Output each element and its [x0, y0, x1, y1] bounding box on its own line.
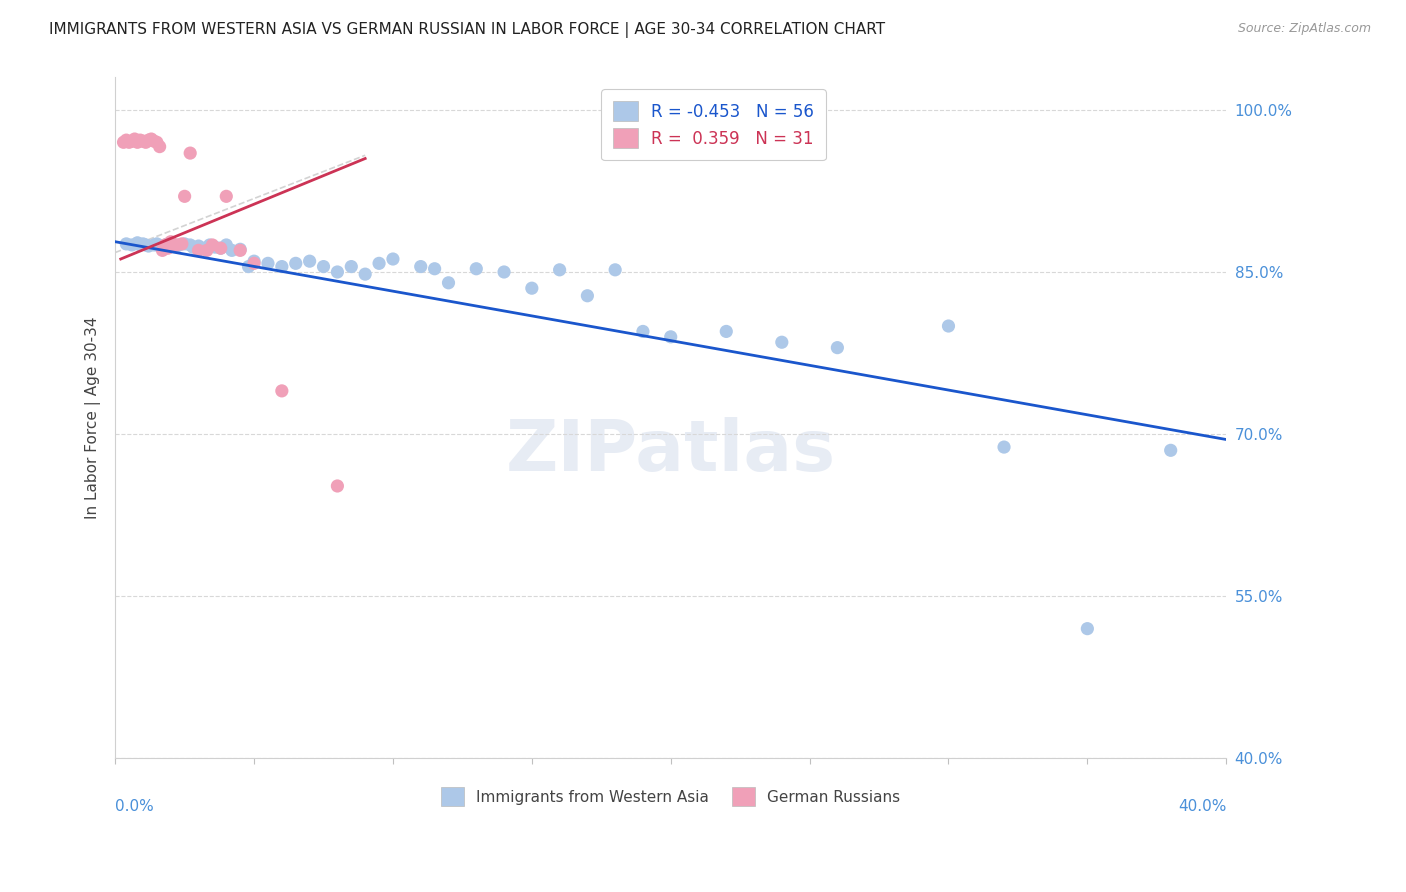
- Point: [156, 241, 179, 255]
- Text: IMMIGRANTS FROM WESTERN ASIA VS GERMAN RUSSIAN IN LABOR FORCE | AGE 30-34 CORREL: IMMIGRANTS FROM WESTERN ASIA VS GERMAN R…: [49, 22, 886, 38]
- Point: [153, 238, 176, 252]
- Point: [179, 146, 201, 161]
- Point: [179, 238, 201, 252]
- Legend: Immigrants from Western Asia, German Russians: Immigrants from Western Asia, German Rus…: [434, 781, 907, 812]
- Point: [170, 236, 193, 251]
- Point: [548, 262, 571, 277]
- Point: [284, 256, 307, 270]
- Point: [243, 256, 266, 270]
- Point: [187, 239, 209, 253]
- Point: [354, 267, 377, 281]
- Point: [381, 252, 404, 266]
- Point: [124, 132, 146, 146]
- Point: [121, 134, 143, 148]
- Point: [132, 236, 155, 251]
- Point: [135, 136, 157, 150]
- Point: [146, 136, 169, 150]
- Point: [340, 260, 363, 274]
- Point: [243, 254, 266, 268]
- Point: [312, 260, 335, 274]
- Point: [270, 260, 292, 274]
- Point: [143, 238, 166, 252]
- Point: [129, 238, 152, 252]
- Point: [770, 335, 793, 350]
- Point: [520, 281, 543, 295]
- Point: [1160, 443, 1182, 458]
- Point: [229, 244, 252, 258]
- Point: [1076, 622, 1098, 636]
- Point: [173, 236, 195, 251]
- Point: [132, 134, 155, 148]
- Point: [298, 254, 321, 268]
- Point: [494, 265, 516, 279]
- Point: [368, 256, 391, 270]
- Point: [165, 239, 187, 253]
- Point: [173, 189, 195, 203]
- Point: [257, 256, 280, 270]
- Point: [326, 479, 349, 493]
- Text: 40.0%: 40.0%: [1178, 799, 1226, 814]
- Point: [149, 239, 172, 253]
- Point: [187, 244, 209, 258]
- Point: [165, 238, 187, 252]
- Point: [118, 136, 141, 150]
- Point: [159, 235, 181, 249]
- Point: [605, 262, 627, 277]
- Point: [209, 241, 232, 255]
- Point: [204, 240, 226, 254]
- Point: [135, 238, 157, 252]
- Point: [238, 260, 260, 274]
- Point: [127, 235, 149, 250]
- Point: [112, 136, 135, 150]
- Y-axis label: In Labor Force | Age 30-34: In Labor Force | Age 30-34: [86, 317, 101, 519]
- Point: [465, 261, 488, 276]
- Point: [409, 260, 432, 274]
- Point: [138, 133, 160, 147]
- Text: 0.0%: 0.0%: [115, 799, 153, 814]
- Point: [423, 261, 446, 276]
- Point: [149, 139, 172, 153]
- Point: [121, 238, 143, 252]
- Point: [152, 244, 174, 258]
- Point: [270, 384, 292, 398]
- Point: [201, 238, 224, 252]
- Point: [576, 289, 599, 303]
- Point: [193, 241, 215, 255]
- Point: [827, 341, 849, 355]
- Text: Source: ZipAtlas.com: Source: ZipAtlas.com: [1237, 22, 1371, 36]
- Point: [221, 244, 243, 258]
- Point: [181, 240, 204, 254]
- Point: [215, 238, 238, 252]
- Point: [167, 238, 190, 252]
- Point: [146, 236, 169, 251]
- Point: [198, 238, 221, 252]
- Point: [229, 242, 252, 256]
- Point: [127, 136, 149, 150]
- Point: [156, 236, 179, 251]
- Point: [631, 325, 654, 339]
- Point: [659, 330, 682, 344]
- Text: ZIPatlas: ZIPatlas: [506, 417, 835, 486]
- Point: [938, 319, 960, 334]
- Point: [115, 133, 138, 147]
- Point: [993, 440, 1015, 454]
- Point: [153, 238, 176, 252]
- Point: [437, 276, 460, 290]
- Point: [195, 244, 218, 258]
- Point: [209, 241, 232, 255]
- Point: [143, 134, 166, 148]
- Point: [115, 236, 138, 251]
- Point: [159, 238, 181, 252]
- Point: [141, 132, 163, 146]
- Point: [716, 325, 738, 339]
- Point: [138, 239, 160, 253]
- Point: [326, 265, 349, 279]
- Point: [215, 189, 238, 203]
- Point: [129, 133, 152, 147]
